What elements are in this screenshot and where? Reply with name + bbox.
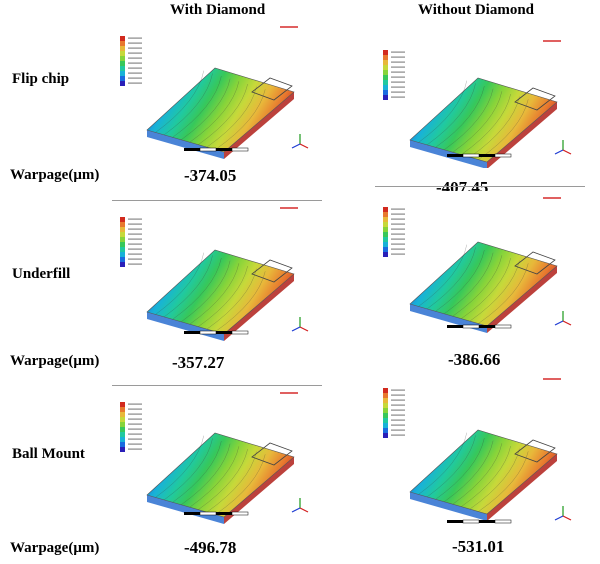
simulation-image-ball-mount-with-diamond — [112, 386, 322, 526]
simulation-image-ball-mount-without-diamond — [375, 372, 585, 534]
row-label-ball-mount: Ball Mount — [12, 446, 85, 462]
simulation-image-underfill-with-diamond — [112, 201, 322, 345]
contour-legend — [120, 402, 142, 452]
column-header-without-diamond: Without Diamond — [418, 2, 535, 18]
row-separator — [112, 385, 322, 386]
warpage-label: Warpage(μm) — [10, 353, 100, 369]
simulation-image-flip-chip-without-diamond — [375, 34, 585, 168]
contour-plot — [120, 392, 309, 524]
row-label-flip-chip: Flip chip — [12, 71, 70, 87]
contour-plot — [383, 197, 572, 333]
contour-legend — [383, 388, 405, 438]
warpage-value-ball-mount-without-diamond: -531.01 — [452, 537, 505, 556]
contour-legend — [120, 36, 142, 86]
row-separator — [112, 200, 322, 201]
contour-legend — [383, 50, 405, 100]
simulation-image-underfill-without-diamond — [375, 191, 585, 339]
contour-plot — [120, 26, 309, 159]
warpage-label: Warpage(μm) — [10, 167, 100, 183]
warpage-label: Warpage(μm) — [10, 540, 100, 556]
row-label-underfill: Underfill — [12, 266, 71, 282]
row-separator — [375, 186, 585, 187]
contour-legend — [120, 217, 142, 267]
warpage-value-ball-mount-with-diamond: -496.78 — [184, 538, 237, 557]
warpage-value-flip-chip-with-diamond: -374.05 — [184, 166, 237, 185]
contour-plot — [120, 207, 309, 341]
simulation-image-flip-chip-with-diamond — [112, 20, 322, 162]
warpage-value-underfill-without-diamond: -386.66 — [448, 350, 501, 369]
column-header-with-diamond: With Diamond — [170, 2, 266, 18]
contour-plot — [383, 378, 572, 524]
contour-legend — [383, 207, 405, 257]
contour-plot — [383, 40, 572, 168]
warpage-value-underfill-with-diamond: -357.27 — [172, 353, 225, 372]
